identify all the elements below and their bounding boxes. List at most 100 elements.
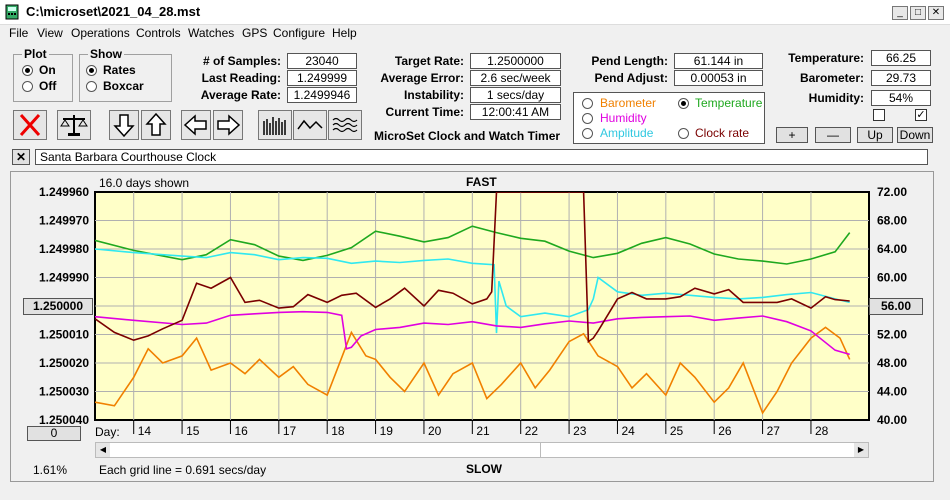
barometer-label: Barometer:: [799, 71, 864, 85]
day-tick-label: 26: [718, 424, 732, 438]
overlay-humidity-radio[interactable]: [582, 113, 593, 124]
average-error-label: Average Error:: [380, 71, 464, 85]
overlay-temperature-label: Temperature: [695, 96, 763, 110]
right-tick-label: 72.00: [877, 185, 907, 199]
scale-down-button[interactable]: Down: [897, 127, 933, 143]
overlay-barometer-label: Barometer: [600, 96, 657, 110]
overlay-barometer-radio[interactable]: [582, 98, 593, 109]
clear-name-button[interactable]: ✕: [12, 149, 30, 165]
last-reading-field: 1.249999: [287, 70, 357, 86]
menu-view[interactable]: View: [37, 26, 63, 40]
scale-plus-button[interactable]: +: [776, 127, 808, 143]
scroll-up-button[interactable]: [141, 110, 171, 140]
day-tick-label: 21: [476, 424, 490, 438]
left-tick-label: 1.250040: [39, 413, 89, 427]
histogram-button[interactable]: [258, 110, 292, 140]
left-tick-label: 1.249960: [39, 185, 89, 199]
overlay-clock-rate-label: Clock rate: [695, 126, 750, 140]
show-boxcar-radio[interactable]: [86, 81, 97, 92]
show-rates-radio[interactable]: [86, 65, 97, 76]
left-bottom-button[interactable]: 0: [27, 426, 81, 441]
current-time-field: 12:00:41 AM: [470, 104, 561, 120]
arrow-down-icon: [113, 114, 135, 138]
left-tick-label: 1.250030: [39, 385, 89, 399]
day-prefix-label: Day:: [95, 425, 120, 439]
overlay-temperature-radio[interactable]: [678, 98, 689, 109]
right-tick-label: 40.00: [877, 413, 907, 427]
scroll-right-button[interactable]: [213, 110, 243, 140]
current-time-label: Current Time:: [385, 105, 464, 119]
overlay-clock-rate-radio[interactable]: [678, 128, 689, 139]
temperature-field: 66.25: [871, 50, 931, 66]
maximize-button[interactable]: □: [910, 6, 926, 20]
day-tick-label: 16: [234, 424, 248, 438]
target-rate-field: 1.2500000: [470, 53, 561, 69]
overlay-selector: Barometer Temperature Humidity Amplitude…: [573, 92, 765, 144]
day-tick-label: 15: [186, 424, 200, 438]
scale-up-button[interactable]: Up: [857, 127, 893, 143]
day-tick-label: 27: [767, 424, 781, 438]
chart-svg: 1.249960 1.249970 1.249980 1.249990 1.250010…: [39, 185, 907, 438]
left-tick-label: 1.249990: [39, 271, 89, 285]
menu-configure[interactable]: Configure: [273, 26, 326, 40]
plot-off-label: Off: [39, 79, 57, 93]
stop-button[interactable]: [13, 110, 47, 140]
day-tick-label: 19: [380, 424, 394, 438]
temperature-label: Temperature:: [788, 51, 864, 65]
menu-watches[interactable]: Watches: [188, 26, 235, 40]
balance-button[interactable]: [57, 110, 91, 140]
last-reading-label: Last Reading:: [201, 71, 281, 85]
arrow-up-icon: [145, 112, 167, 136]
slow-label: SLOW: [466, 462, 502, 476]
scroll-left-arrow-icon[interactable]: ◀: [96, 443, 110, 457]
scroll-left-button[interactable]: [181, 110, 211, 140]
show-group: Show Rates Boxcar: [79, 47, 172, 102]
plot-on-radio[interactable]: [22, 65, 33, 76]
right-tick-label: 44.00: [877, 385, 907, 399]
sensor-checkbox-left[interactable]: [873, 109, 885, 121]
scroll-down-button[interactable]: [109, 110, 139, 140]
clock-name-input[interactable]: Santa Barbara Courthouse Clock: [35, 149, 928, 165]
humidity-field: 54%: [871, 90, 931, 106]
menu-gps[interactable]: GPS: [242, 26, 268, 40]
sensor-checkbox-right[interactable]: ✓: [915, 109, 927, 121]
menu-help[interactable]: Help: [332, 26, 357, 40]
close-button[interactable]: ✕: [928, 6, 944, 20]
balance-scale-icon: [60, 115, 88, 136]
plot-off-radio[interactable]: [22, 81, 33, 92]
line-graph-button[interactable]: [293, 110, 327, 140]
plot-group: Plot On Off: [13, 47, 73, 102]
series-line-barometer: [95, 326, 851, 415]
horizontal-scrollbar[interactable]: ◀ ▶: [95, 442, 869, 458]
day-tick-label: 18: [331, 424, 345, 438]
right-center-button[interactable]: 56.00: [869, 298, 923, 315]
pend-adjust-field: 0.00053 in: [674, 70, 763, 86]
series-line-clock_rate: [95, 192, 850, 344]
day-tick-label: 25: [670, 424, 684, 438]
plot-group-title: Plot: [22, 47, 49, 61]
minimize-button[interactable]: _: [892, 6, 908, 20]
scroll-right-arrow-icon[interactable]: ▶: [854, 443, 868, 457]
scale-minus-button[interactable]: —: [815, 127, 851, 143]
average-rate-label: Average Rate:: [200, 88, 281, 102]
menu-operations[interactable]: Operations: [71, 26, 130, 40]
left-tick-label: 1.250010: [39, 328, 89, 342]
histogram-icon: [263, 117, 286, 135]
overlay-amplitude-label: Amplitude: [600, 126, 654, 140]
menu-file[interactable]: File: [9, 26, 29, 40]
show-boxcar-label: Boxcar: [103, 79, 144, 93]
overlay-amplitude-radio[interactable]: [582, 128, 593, 139]
pend-adjust-label: Pend Adjust:: [594, 71, 668, 85]
left-tick-label: 1.249980: [39, 242, 89, 256]
menu-bar: File View Operations Controls Watches GP…: [0, 24, 950, 42]
day-tick-label: 23: [573, 424, 587, 438]
line-graph-icon: [297, 119, 323, 130]
left-center-button[interactable]: 1.250000: [23, 298, 93, 315]
waves-button[interactable]: [328, 110, 362, 140]
instability-label: Instability:: [403, 88, 464, 102]
percent-label: 1.61%: [33, 463, 68, 477]
day-tick-label: 14: [138, 424, 152, 438]
series-line-humidity: [95, 310, 850, 356]
menu-controls[interactable]: Controls: [136, 26, 181, 40]
scroll-thumb[interactable]: [540, 443, 853, 457]
